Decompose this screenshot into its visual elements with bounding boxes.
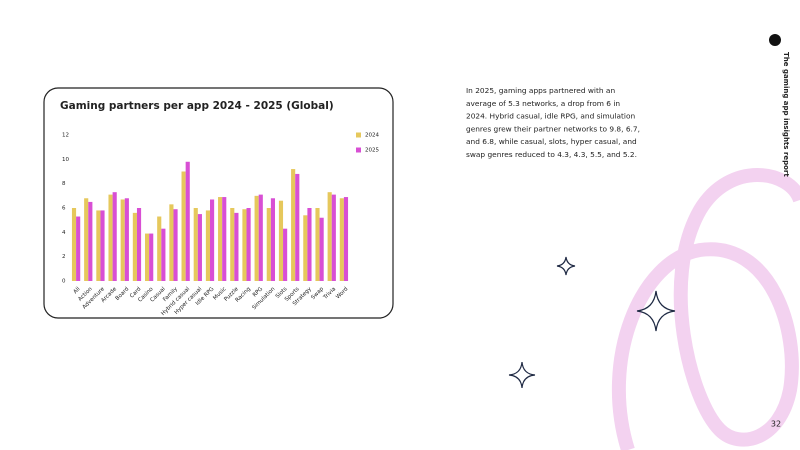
body-text: In 2025, gaming apps partnered with an av… <box>466 86 640 159</box>
bar <box>157 216 162 281</box>
y-tick-label: 0 <box>62 279 66 285</box>
bar <box>327 192 332 281</box>
logo <box>769 34 781 46</box>
bar <box>193 208 198 281</box>
x-tick-label: All <box>72 286 81 295</box>
bar <box>303 215 308 281</box>
bar <box>343 197 349 281</box>
body-line: In 2025, gaming apps partnered with an <box>466 86 615 95</box>
bar <box>161 228 166 281</box>
chart-title: Gaming partners per app 2024 - 2025 (Glo… <box>60 100 334 112</box>
bar <box>331 194 336 281</box>
bar <box>173 209 178 281</box>
bar <box>258 194 263 281</box>
page-number: 32 <box>771 420 781 429</box>
body-line: genres grew their partner networks to 9.… <box>466 124 640 133</box>
star <box>508 361 536 389</box>
bar <box>246 208 251 281</box>
bar <box>210 199 215 281</box>
bar <box>169 204 174 281</box>
bar <box>234 212 239 281</box>
bar <box>120 199 125 281</box>
bar <box>291 169 296 281</box>
bar <box>132 212 137 281</box>
bar <box>124 198 129 281</box>
bar <box>319 217 324 281</box>
y-tick-label: 6 <box>62 206 66 212</box>
bar <box>270 198 276 281</box>
bar <box>278 200 284 281</box>
bar <box>339 198 344 281</box>
body-line: and 6.8, while casual, slots, hyper casu… <box>466 137 637 146</box>
bar <box>149 233 154 281</box>
bar <box>108 194 113 281</box>
y-tick-label: 10 <box>62 157 69 163</box>
bar <box>283 228 288 281</box>
report-title: The gaming app insights report <box>782 52 790 177</box>
bar <box>307 208 312 281</box>
bar <box>254 195 259 281</box>
star <box>636 290 676 332</box>
bar <box>218 197 223 281</box>
bar <box>96 210 101 281</box>
bar <box>222 197 227 281</box>
bar <box>315 208 320 281</box>
y-tick-label: 8 <box>62 181 66 187</box>
loop <box>611 168 800 450</box>
bar <box>230 208 235 281</box>
bar <box>185 161 190 281</box>
legend-label: 2025 <box>365 148 379 154</box>
stars <box>508 256 676 389</box>
body-line: 2024. Hybrid casual, idle RPG, and simul… <box>466 112 635 121</box>
y-tick-label: 12 <box>62 133 69 139</box>
bar <box>100 210 105 281</box>
bar <box>136 208 142 281</box>
legend-label: 2024 <box>365 133 379 139</box>
bar <box>71 208 77 281</box>
bar <box>205 210 210 281</box>
star <box>556 256 576 276</box>
legend-swatch <box>356 132 361 138</box>
body-line: swap genres reduced to 4.3, 4.3, 5.5, an… <box>466 150 637 159</box>
legend-swatch <box>356 147 361 153</box>
bar <box>181 171 186 281</box>
bar <box>295 173 300 281</box>
bar <box>112 192 117 281</box>
bar <box>88 201 93 281</box>
bar <box>144 233 150 281</box>
bar <box>197 214 202 281</box>
bar <box>242 209 247 281</box>
bar <box>266 208 271 281</box>
y-tick-label: 2 <box>62 254 66 260</box>
bar <box>76 216 81 281</box>
y-tick-label: 4 <box>62 230 66 236</box>
bar <box>84 198 89 281</box>
decoration <box>611 168 800 450</box>
body-line: average of 5.3 networks, a drop from 6 i… <box>466 99 620 108</box>
